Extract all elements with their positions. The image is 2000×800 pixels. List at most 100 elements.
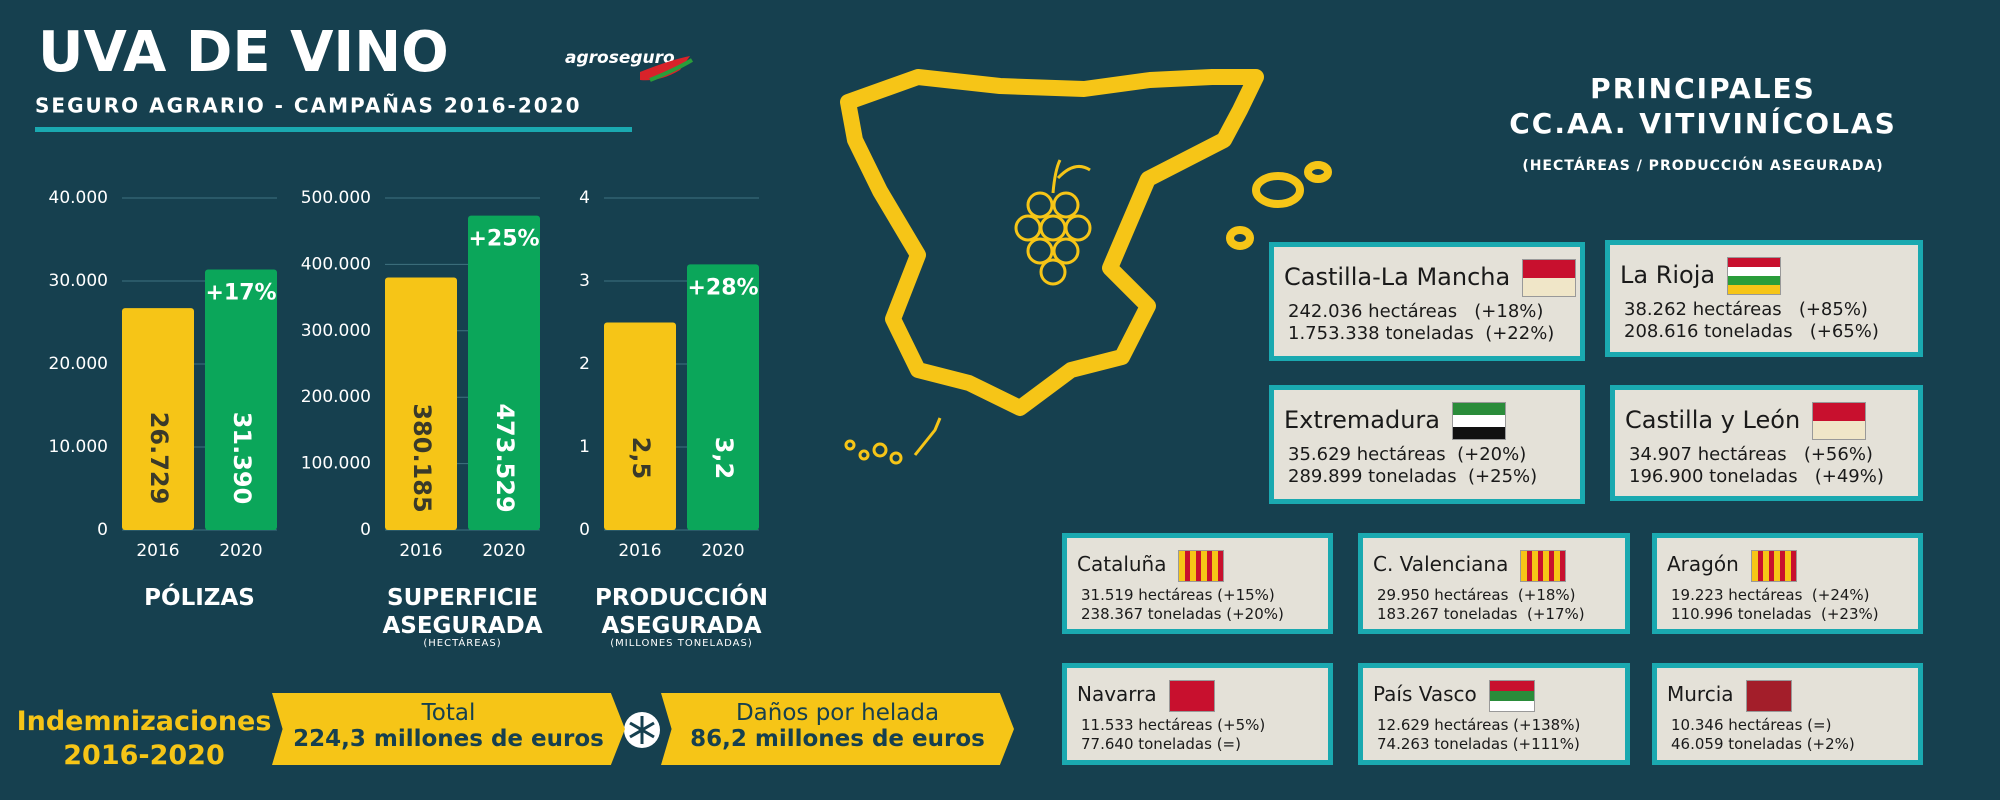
x-tick-label: 2020 [701,541,744,561]
region-flag [1178,550,1224,582]
flag-stripe [1768,551,1774,581]
region-card: C. Valenciana 29.950 hectáreas (+18%) 183.… [1358,533,1630,634]
flag-stripe [1490,701,1534,711]
flag-stripe [1453,403,1505,415]
y-tick-label: 1 [579,437,590,457]
region-name: Navarra [1077,682,1157,706]
value-label: 473.529 [491,403,519,512]
y-tick-label: 400.000 [301,254,371,274]
value-label: 2,5 [627,437,655,480]
region-card: Murcia 10.346 hectáreas (=) 46.059 tonelad… [1652,663,1923,765]
bar [385,277,457,530]
flag-stripe [1201,551,1207,581]
x-tick-label: 2016 [136,541,179,561]
flag-stripe [1453,427,1505,439]
region-flag [1489,680,1535,712]
region-flag [1727,257,1781,295]
region-flag [1522,259,1576,297]
region-toneladas: 238.367 toneladas (+20%) [1081,605,1284,623]
spain-map [840,69,1264,416]
y-tick-label: 2 [579,354,590,374]
region-toneladas: 110.996 toneladas (+23%) [1671,605,1879,623]
logo: agroseguro [565,48,675,68]
flag-stripe [1728,267,1780,276]
region-name: Castilla-La Mancha [1284,263,1511,291]
y-tick-label: 500.000 [301,188,371,208]
value-label: 380.185 [408,403,436,512]
region-name: Extremadura [1284,406,1440,434]
flag-stripe [1774,551,1780,581]
bar [687,264,759,530]
y-tick-label: 100.000 [301,454,371,474]
flag-stripe [1813,421,1865,439]
flag-stripe [1728,285,1780,294]
region-toneladas: 183.267 toneladas (+17%) [1377,605,1585,623]
region-flag [1452,402,1506,440]
region-hectareas: 31.519 hectáreas (+15%) [1081,586,1275,604]
y-tick-label: 10.000 [49,437,108,457]
region-flag [1746,680,1792,712]
flag-stripe [1790,551,1796,581]
flag-stripe [1763,551,1769,581]
y-tick-label: 3 [579,271,590,291]
bar [122,308,194,530]
logo-swoosh [640,56,690,81]
snowflake-icon [624,712,660,748]
y-tick-label: 40.000 [49,188,108,208]
regions-title: PRINCIPALES CC.AA. VITIVINÍCOLAS [1509,72,1897,140]
flag-stripe [1548,551,1554,581]
indemnization-box: Daños por helada 86,2 millones de euros [661,693,1014,765]
region-name: Castilla y León [1625,406,1801,434]
change-annotation: +17% [205,280,276,305]
balearic-islands [1226,161,1332,250]
region-flag [1520,550,1566,582]
flag-stripe [1543,551,1549,581]
flag-stripe [1206,551,1212,581]
region-hectareas: 29.950 hectáreas (+18%) [1377,586,1576,604]
region-name: La Rioja [1620,261,1716,289]
value-label: 31.390 [228,412,256,505]
region-name: Murcia [1667,682,1734,706]
chart-subtitle: (HECTÁREAS) [423,638,502,649]
region-toneladas: 208.616 toneladas (+65%) [1624,321,1879,342]
region-toneladas: 289.899 toneladas (+25%) [1288,466,1538,487]
x-tick-label: 2016 [399,541,442,561]
region-toneladas: 74.263 toneladas (+111%) [1377,735,1580,753]
region-toneladas: 1.753.338 toneladas (+22%) [1288,323,1555,344]
flag-stripe [1559,551,1565,581]
chart-title: PÓLIZAS [144,585,255,611]
bar [604,322,676,530]
region-card: Navarra 11.533 hectáreas (+5%) 77.640 tone… [1062,663,1333,765]
region-card: Castilla y León 34.907 hectáreas (+56%) 19… [1610,385,1923,501]
chart-title: PRODUCCIÓN ASEGURADA [594,585,768,639]
bar [205,269,277,530]
x-tick-label: 2020 [482,541,525,561]
region-card: Castilla-La Mancha 242.036 hectáreas (+18… [1269,242,1585,361]
regions-subtitle: (HECTÁREAS / PRODUCCIÓN ASEGURADA) [1522,156,1883,174]
region-hectareas: 12.629 hectáreas (+138%) [1377,716,1581,734]
title-underline [35,127,632,132]
flag-stripe [1184,551,1190,581]
y-tick-label: 4 [579,188,590,208]
y-tick-label: 200.000 [301,387,371,407]
flag-stripe [1779,551,1785,581]
y-tick-label: 0 [97,520,108,540]
flag-stripe [1212,551,1218,581]
flag-stripe [1747,681,1791,711]
flag-stripe [1728,276,1780,285]
region-hectareas: 38.262 hectáreas (+85%) [1624,299,1868,320]
value-label: 26.729 [145,412,173,505]
region-hectareas: 10.346 hectáreas (=) [1671,716,1832,734]
flag-stripe [1195,551,1201,581]
change-annotation: +25% [468,227,539,252]
flag-stripe [1490,681,1534,691]
flag-stripe [1813,403,1865,421]
y-tick-label: 30.000 [49,271,108,291]
page-subtitle: SEGURO AGRARIO - CAMPAÑAS 2016-2020 [35,94,582,118]
flag-stripe [1190,551,1196,581]
region-name: C. Valenciana [1373,552,1509,576]
flag-stripe [1523,260,1575,278]
flag-stripe [1752,551,1758,581]
flag-stripe [1453,415,1505,427]
